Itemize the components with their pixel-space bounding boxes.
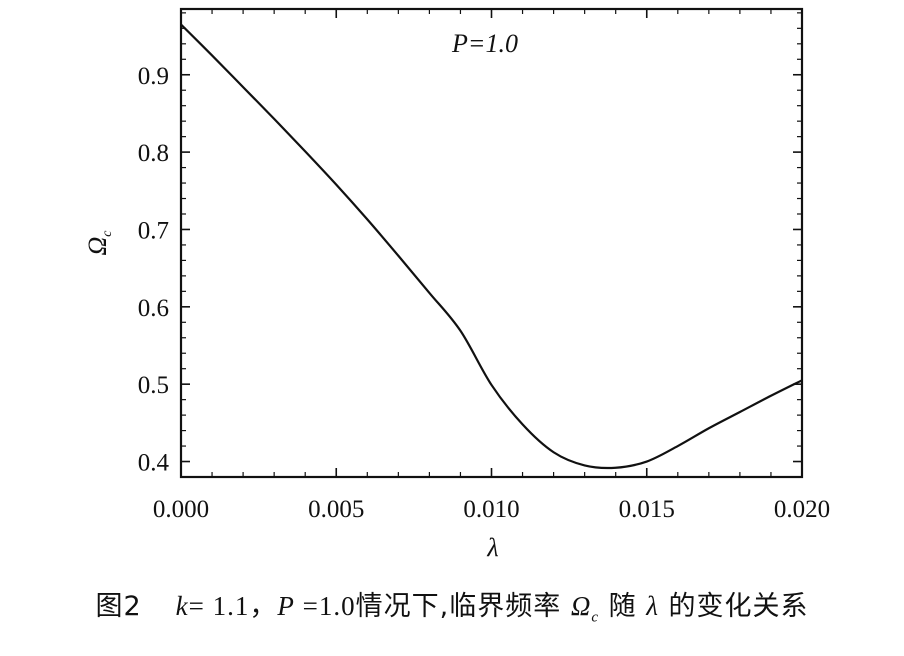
caption-separator: ，: [249, 591, 278, 622]
series-annotation: P=1.0: [451, 29, 518, 58]
axes-layer: [179, 7, 804, 479]
caption-text-3: 的变化关系: [668, 591, 809, 622]
x-tick-label: 0.005: [308, 496, 364, 523]
y-tick-label: 0.7: [138, 217, 169, 244]
x-tick-label: 0.015: [619, 496, 675, 523]
caption-omega: Ω: [570, 591, 592, 621]
caption-text-1: 情况下,临界频率: [355, 591, 562, 622]
series-line: [180, 23, 803, 470]
x-tick-label: 0.020: [774, 496, 830, 523]
y-axis-label: Ω: [83, 237, 112, 256]
svg-text:Ωc: Ωc: [83, 230, 115, 256]
y-tick-label: 0.6: [138, 295, 169, 322]
chart-figure: 0.000 0.005 0.010 0.015 0.020 0.4 0.5 0.6 0.7 0.8…: [83, 7, 830, 562]
y-tick-label: 0.8: [138, 140, 169, 167]
x-axis-label: λ: [486, 533, 498, 562]
y-axis-label-subscript: c: [100, 230, 115, 237]
caption-k-value: = 1.1: [188, 591, 250, 621]
caption-p-variable: P: [277, 591, 295, 621]
caption-figure-label: 图2: [95, 591, 142, 622]
y-axis-label-group: Ωc: [83, 230, 115, 256]
caption-k-variable: k: [175, 591, 189, 621]
series-layer: [180, 23, 803, 470]
caption-lambda: λ: [646, 591, 659, 621]
x-tick-label: 0.000: [153, 496, 209, 523]
ticks-layer: 0.000 0.005 0.010 0.015 0.020 0.4 0.5 0.6 0.7 0.8…: [138, 9, 830, 523]
caption-text-2: 随: [608, 591, 637, 622]
y-tick-label: 0.4: [138, 450, 170, 477]
caption-p-value: =1.0: [294, 591, 356, 621]
y-tick-label: 0.9: [138, 63, 169, 90]
caption-omega-subscript: c: [591, 609, 600, 626]
y-tick-label: 0.5: [138, 372, 169, 399]
x-tick-label: 0.010: [463, 496, 519, 523]
plot-frame: [179, 7, 804, 479]
figure-caption: 图2 k= 1.1，P =1.0情况下,临界频率 Ωc 随 λ 的变化关系: [0, 584, 904, 626]
